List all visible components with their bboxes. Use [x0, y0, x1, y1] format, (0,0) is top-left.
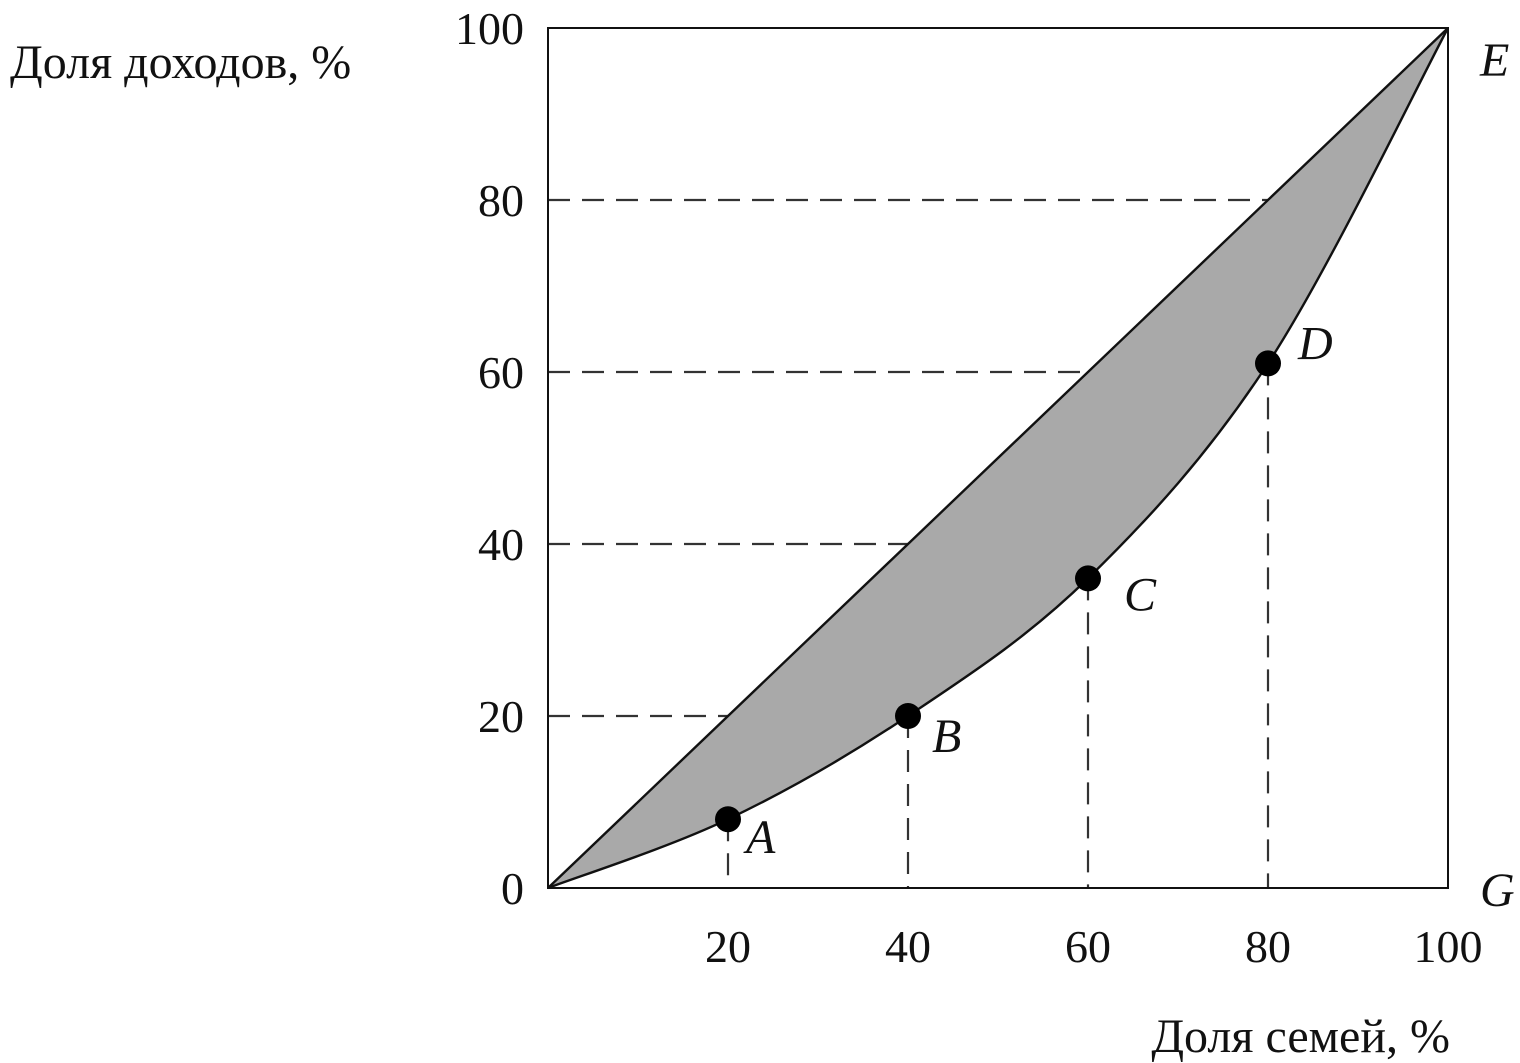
- plot-frame: [547, 27, 1449, 889]
- point-label-b: B: [932, 710, 961, 763]
- corner-label-g: G: [1480, 864, 1515, 917]
- point-label-a: A: [743, 811, 776, 864]
- equality-line: [547, 27, 1449, 889]
- y-tick-label: 100: [455, 3, 524, 54]
- y-axis-title: Доля доходов, %: [10, 36, 351, 89]
- ticks-layer: 0 20 40 60 80 100 20 40 60 80 100: [455, 3, 1483, 972]
- y-tick-label: 60: [478, 347, 524, 398]
- y-tick-label: 0: [501, 863, 524, 914]
- x-tick-label: 40: [885, 921, 931, 972]
- x-tick-label: 60: [1065, 921, 1111, 972]
- reference-lines-layer: [548, 198, 1270, 888]
- y-tick-label: 40: [478, 519, 524, 570]
- x-tick-label: 80: [1245, 921, 1291, 972]
- points-layer: A B C D E G: [715, 34, 1515, 917]
- corner-label-e: E: [1479, 34, 1509, 87]
- curves-layer: [547, 27, 1450, 890]
- point-b: [895, 703, 921, 729]
- x-tick-label: 20: [705, 921, 751, 972]
- point-c: [1075, 565, 1101, 592]
- point-d: [1255, 350, 1281, 377]
- x-axis-title: Доля семей, %: [1151, 1010, 1450, 1063]
- point-a: [715, 806, 741, 833]
- point-label-c: C: [1124, 568, 1157, 621]
- y-tick-label: 80: [478, 175, 524, 226]
- point-label-d: D: [1297, 317, 1333, 370]
- x-tick-label: 100: [1414, 921, 1483, 972]
- y-tick-label: 20: [478, 691, 524, 742]
